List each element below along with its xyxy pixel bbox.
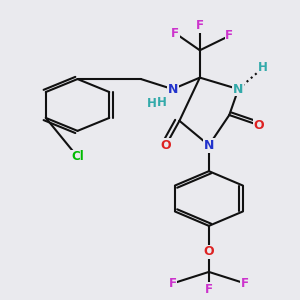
Text: O: O [254, 118, 264, 132]
Text: H: H [156, 96, 166, 109]
Text: F: F [205, 283, 213, 296]
Text: N: N [233, 82, 244, 96]
Text: F: F [196, 19, 204, 32]
Text: F: F [225, 29, 233, 42]
Text: F: F [171, 26, 179, 40]
Text: O: O [160, 139, 171, 152]
Text: F: F [241, 277, 249, 290]
Text: N: N [204, 139, 214, 152]
Text: Cl: Cl [71, 150, 84, 163]
Text: O: O [204, 245, 214, 258]
Text: N: N [167, 82, 178, 96]
Text: H: H [147, 97, 157, 110]
Text: H: H [258, 61, 268, 74]
Text: F: F [169, 277, 177, 290]
